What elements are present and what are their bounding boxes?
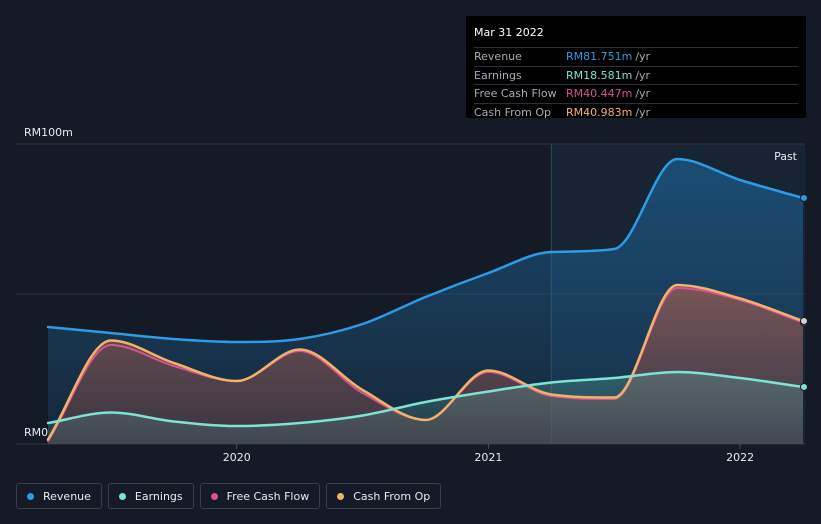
- past-label: Past: [774, 150, 798, 163]
- tooltip-value: RM40.983m: [566, 105, 633, 119]
- tooltip-label: Revenue: [474, 50, 522, 63]
- legend-label: Cash From Op: [353, 489, 431, 503]
- legend-item-revenue[interactable]: Revenue: [16, 483, 102, 509]
- tooltip-unit: /yr: [635, 87, 651, 100]
- tooltip-row-free-cash-flow: Free Cash Flow RM40.447m /yr: [474, 84, 798, 103]
- y-axis-top-label: RM100m: [24, 126, 73, 139]
- legend-item-free-cash-flow[interactable]: Free Cash Flow: [199, 483, 321, 509]
- tooltip-label: Cash From Op: [474, 105, 552, 119]
- series-area-revenue: [48, 159, 803, 444]
- legend-item-earnings[interactable]: Earnings: [107, 483, 194, 509]
- tooltip-row-cash-from-op: Cash From Op RM40.983m /yr: [474, 102, 798, 122]
- tooltip-row-earnings: Earnings RM18.581m /yr: [474, 65, 798, 85]
- legend-label: Earnings: [134, 489, 183, 503]
- tooltip-label: Earnings: [474, 68, 522, 82]
- tooltip-unit: /yr: [635, 50, 651, 63]
- tooltip-value: RM81.751m: [566, 50, 633, 63]
- tooltip: Mar 31 2022 Revenue RM81.751m /yr Earnin…: [466, 16, 806, 119]
- x-tick-label: 2022: [726, 451, 754, 464]
- series-line-earnings: [46, 370, 805, 428]
- tooltip-unit: /yr: [635, 68, 651, 82]
- series-line-cash-from-op: [46, 283, 805, 441]
- y-axis-bottom-label: RM0: [24, 426, 48, 439]
- tooltip-date: Mar 31 2022: [474, 26, 544, 39]
- tooltip-unit: /yr: [635, 105, 651, 119]
- x-tick-label: 2021: [474, 451, 502, 464]
- legend: Revenue Earnings Free Cash Flow Cash Fro…: [16, 483, 442, 509]
- legend-dot-icon: [337, 492, 345, 500]
- series-endpoint-earnings: [800, 383, 808, 391]
- x-tick-label: 2020: [223, 451, 251, 464]
- tooltip-label: Free Cash Flow: [474, 87, 557, 100]
- legend-dot-icon: [210, 492, 218, 500]
- tooltip-row-revenue: Revenue RM81.751m /yr: [474, 47, 798, 66]
- legend-dot-icon: [118, 492, 126, 500]
- tooltip-value: RM40.447m: [566, 87, 633, 100]
- tooltip-value: RM18.581m: [566, 68, 633, 82]
- legend-dot-icon: [27, 492, 34, 500]
- legend-item-cash-from-op[interactable]: Cash From Op: [326, 483, 442, 509]
- series-line-revenue: [46, 157, 805, 344]
- legend-label: Revenue: [43, 489, 91, 503]
- legend-label: Free Cash Flow: [226, 489, 310, 503]
- series-endpoint-cash-from-op: [800, 317, 808, 325]
- series-endpoint-revenue: [800, 194, 808, 202]
